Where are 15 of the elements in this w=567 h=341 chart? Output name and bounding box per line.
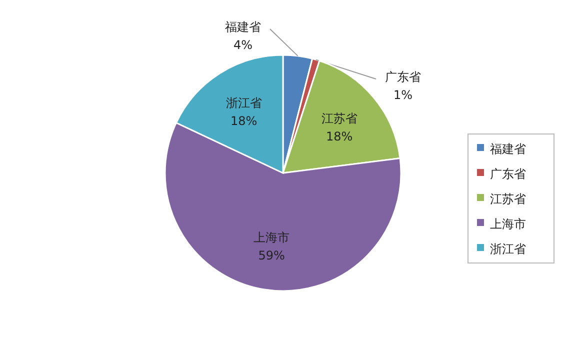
legend-label: 江苏省 (490, 192, 526, 206)
legend-label: 福建省 (490, 142, 526, 156)
data-label: 4% (233, 38, 253, 52)
data-label: 1% (393, 88, 413, 102)
slice-label: 江苏省 (321, 111, 358, 126)
slice-label: 上海市 (254, 230, 290, 244)
data-label: 18% (326, 129, 353, 144)
legend-label: 广东省 (490, 167, 526, 181)
slice-label: 广东省 (385, 70, 421, 84)
legend-label: 浙江省 (490, 242, 526, 256)
slice-label: 浙江省 (226, 96, 262, 110)
legend-label: 上海市 (490, 217, 526, 231)
data-label: 59% (258, 248, 285, 262)
data-label: 18% (230, 114, 258, 128)
slice-label: 福建省 (225, 20, 261, 34)
